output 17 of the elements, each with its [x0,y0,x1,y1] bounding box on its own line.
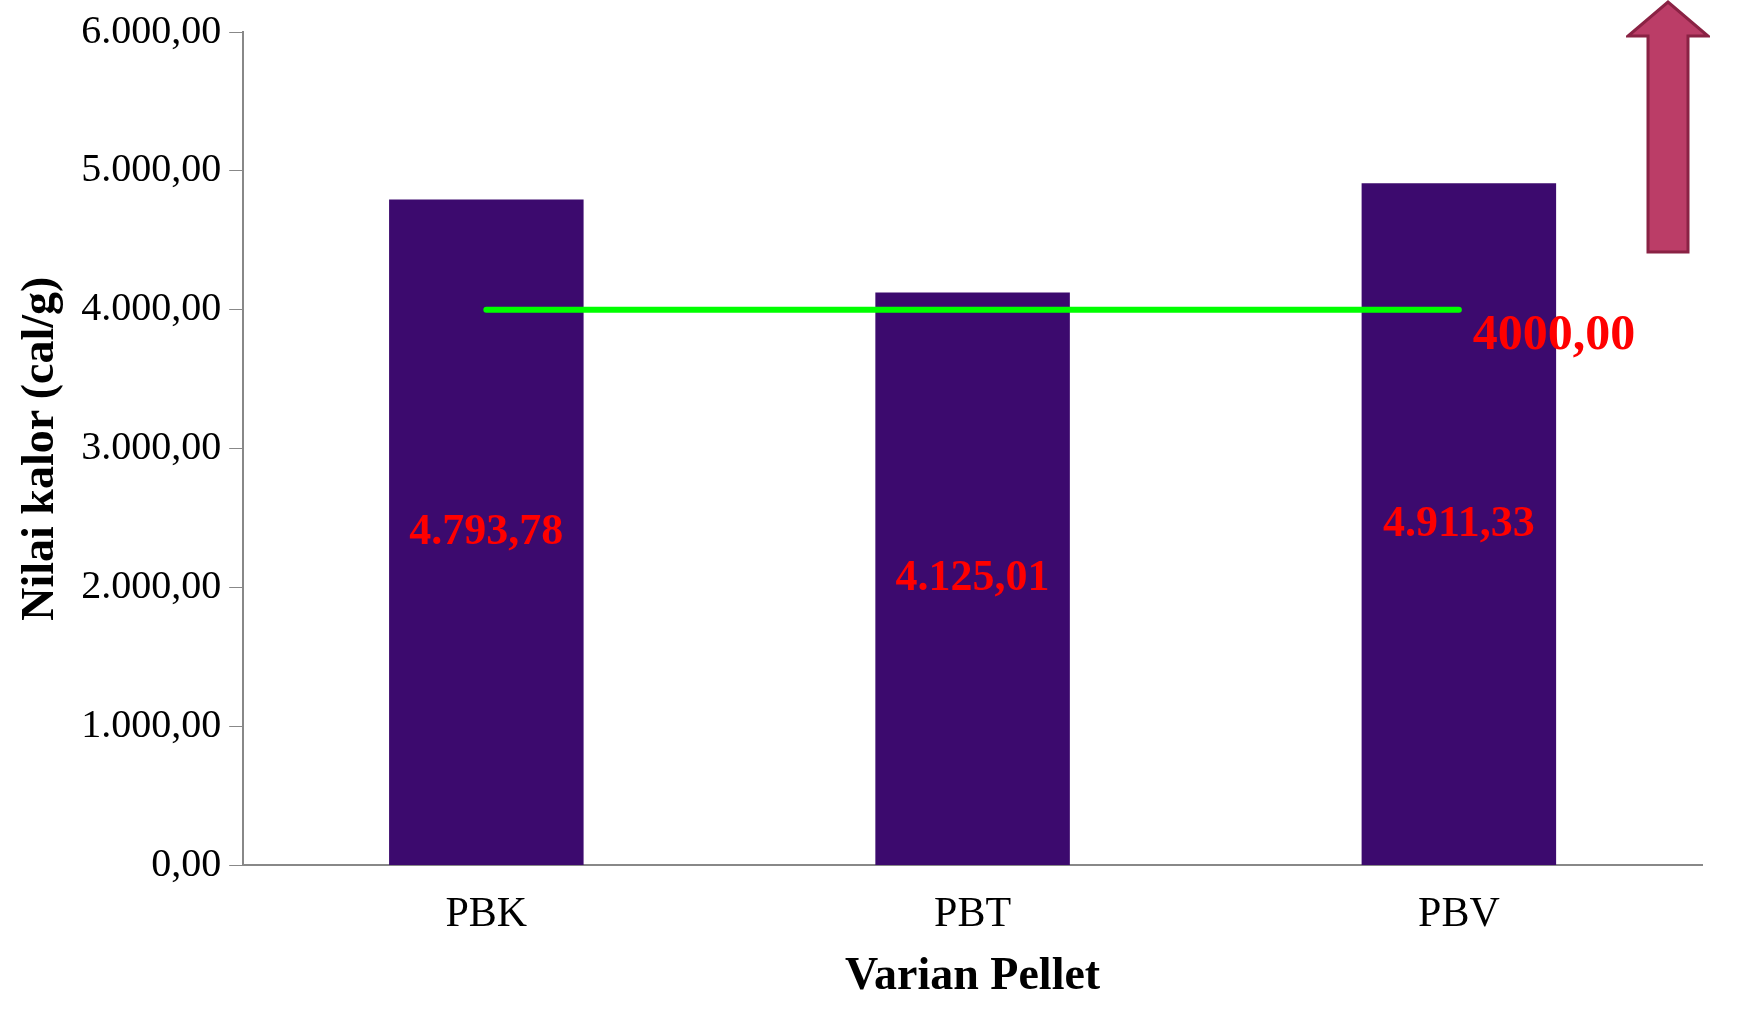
data-label: 4.125,01 [895,551,1050,601]
data-label: 4.911,33 [1383,496,1535,546]
y-tick-label: 1.000,00 [81,701,222,746]
y-tick-label: 2.000,00 [81,562,222,608]
bar [875,292,1070,865]
y-tick-label: 3.000,00 [81,423,222,469]
y-tick-label: 5.000,00 [81,145,222,191]
x-tick-label: PBV [1418,888,1500,935]
x-axis-title: Varian Pellet [845,948,1101,1000]
x-tick-label: PBK [445,888,528,935]
y-tick-label: 0,00 [151,839,222,885]
data-label: 4.793,78 [409,504,564,554]
x-tick-label: PBT [934,888,1012,935]
y-axis-title: Nilai kalor (cal/g) [12,276,64,621]
y-tick-label: 4.000,00 [81,284,222,330]
bar [389,199,584,865]
y-tick-label: 6.000,00 [81,6,222,52]
